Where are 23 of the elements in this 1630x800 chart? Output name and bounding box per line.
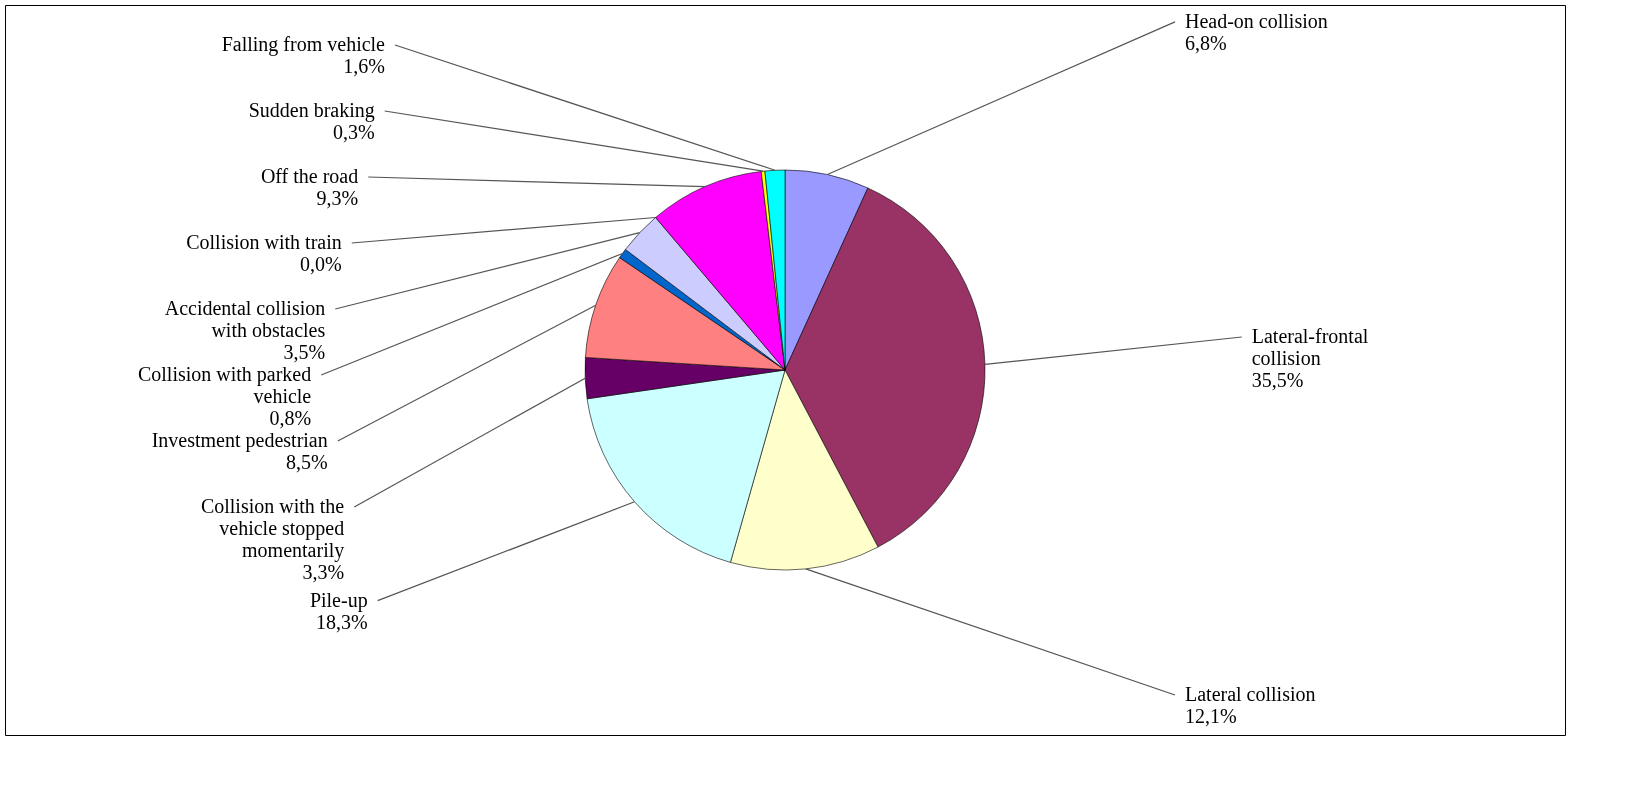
data-label: 0,3% [333, 121, 375, 143]
category-label: Collision with train [186, 231, 342, 253]
data-label: 12,1% [1185, 705, 1237, 727]
data-label: 0,8% [269, 407, 312, 429]
text: 0,0% [300, 253, 342, 275]
data-label: 1,6% [343, 55, 385, 77]
data-label: 35,5% [1251, 368, 1304, 391]
slice-label: Lateral collision [1185, 683, 1316, 705]
slice-label: Head-on collision [1185, 9, 1328, 32]
slice-label: Pile-up [309, 588, 368, 612]
slice-label: Accidental collision with obstacles [164, 297, 326, 341]
slice-label: Off the road [260, 165, 359, 187]
slice-label: Collision with parked vehicle [137, 363, 312, 407]
data-label: 3,5% [283, 341, 326, 363]
slice-label: Investment pedestrian [151, 429, 328, 452]
slice-label: Sudden braking [248, 99, 375, 122]
data-label: 8,5% [286, 451, 328, 473]
slice-label: Falling from vehicle [221, 33, 386, 56]
slice-label: Collision with the vehicle stopped momentarily [200, 495, 345, 562]
slice-label: Lateral-frontal collision [1251, 324, 1369, 369]
data-label: 9,3% [316, 187, 359, 209]
data-label: 3,3% [302, 561, 345, 583]
data-label: 6,8% [1185, 31, 1227, 54]
